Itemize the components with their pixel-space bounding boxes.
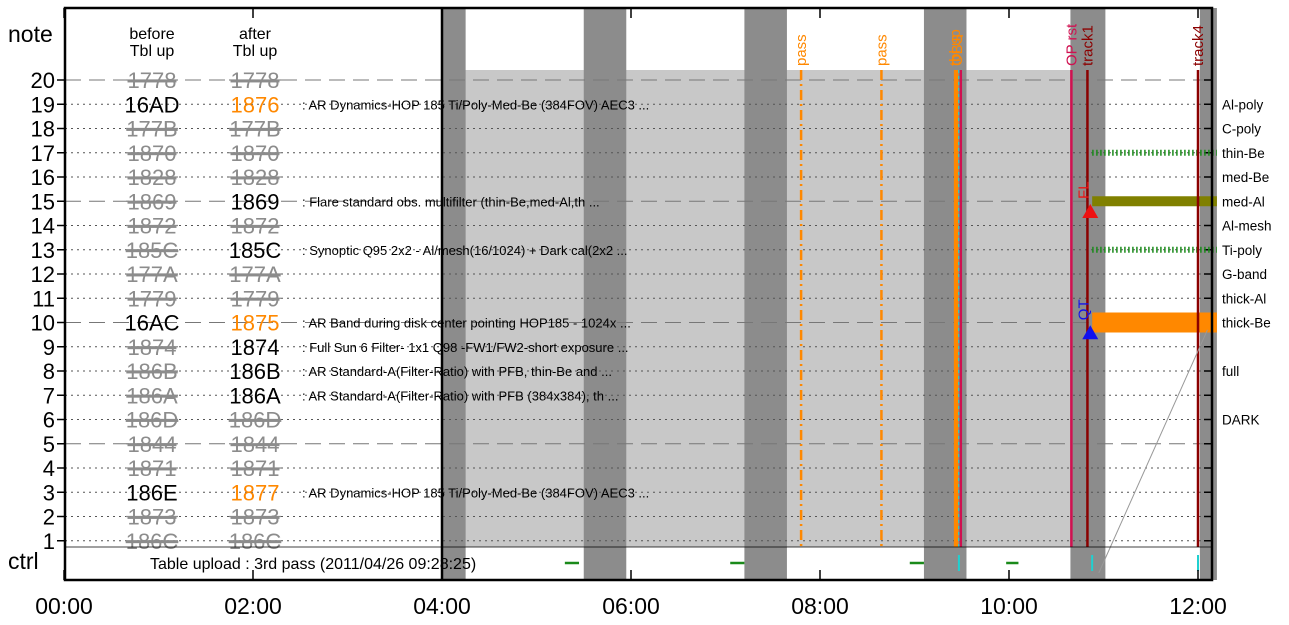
y-tick-label: 16 (31, 165, 55, 190)
marker-label: QT (1075, 299, 1092, 320)
night-band (744, 8, 787, 580)
x-tick-label: 00:00 (35, 593, 93, 619)
y-tick-label: 9 (43, 335, 55, 360)
trace-line (1098, 329, 1208, 574)
after-code: 1874 (231, 335, 280, 360)
event-label: track4 (1190, 25, 1207, 66)
x-tick-label: 06:00 (602, 593, 660, 619)
y-tick-label: 5 (43, 432, 55, 457)
filter-label: Ti-poly (1222, 243, 1262, 258)
note-label: note (8, 21, 53, 47)
y-tick-label: 2 (43, 505, 55, 530)
after-code: 1875 (231, 311, 280, 336)
after-code: 186B (229, 359, 280, 384)
x-tick-label: 04:00 (413, 593, 471, 619)
y-tick-label: 8 (43, 359, 55, 384)
after-code: 185C (229, 238, 282, 263)
y-tick-label: 19 (31, 92, 55, 117)
event-label: tbl up (947, 29, 964, 66)
row-description: : AR Standard-A(Filter-Ratio) with PFB (… (302, 388, 618, 403)
x-tick-label: 12:00 (1169, 593, 1227, 619)
y-tick-label: 7 (43, 383, 55, 408)
filter-label: DARK (1222, 413, 1260, 428)
y-tick-label: 10 (31, 311, 55, 336)
after-code: 186A (229, 383, 281, 408)
before-code: 16AC (124, 311, 179, 336)
y-tick-label: 4 (43, 456, 55, 481)
filter-label: full (1222, 364, 1239, 379)
marker-triangle (1082, 203, 1099, 218)
col-header-before-line2: Tbl up (130, 43, 175, 60)
event-label: track1 (1079, 25, 1096, 66)
y-tick-label: 15 (31, 189, 55, 214)
row-description: : Full Sun 6 Filter- 1x1 Q98 -FW1/FW2-sh… (302, 340, 629, 355)
row-description: : AR Band during disk center pointing HO… (302, 316, 631, 331)
y-tick-label: 20 (31, 68, 55, 93)
event-label: OBS (949, 34, 966, 66)
filter-bar (1092, 196, 1217, 207)
before-code: 16AD (124, 92, 179, 117)
y-tick-label: 17 (31, 141, 55, 166)
night-band (442, 8, 466, 580)
filter-label: med-Be (1222, 170, 1269, 185)
filter-label: C-poly (1222, 122, 1261, 137)
filter-label: G-band (1222, 267, 1267, 282)
row-description: : Flare standard obs. multifilter (thin-… (302, 194, 600, 209)
col-header-after-line1: after (239, 26, 272, 43)
row-description: : AR Standard-A(Filter-Ratio) with PFB, … (302, 364, 612, 379)
col-header-before-line1: before (129, 26, 174, 43)
y-tick-label: 13 (31, 238, 55, 263)
pass-label: pass (873, 34, 890, 66)
row-description: : AR Dynamics-HOP 185 Ti/Poly-Med-Be (38… (302, 97, 649, 112)
filter-bar (1092, 312, 1217, 333)
ctrl-upload-text: Table upload : 3rd pass (2011/04/26 09:2… (150, 556, 476, 573)
after-code: 1876 (231, 92, 280, 117)
x-tick-label: 10:00 (980, 593, 1038, 619)
row-description: : AR Dynamics-HOP 185 Ti/Poly-Med-Be (38… (302, 485, 649, 500)
filter-label: Al-mesh (1222, 219, 1272, 234)
event-label: OP rst (1063, 23, 1080, 66)
marker-label: FL (1075, 181, 1092, 199)
after-code: 1877 (231, 480, 280, 505)
night-band (583, 8, 627, 580)
y-tick-label: 6 (43, 408, 55, 433)
ctrl-label: ctrl (8, 548, 39, 574)
before-code: 186E (126, 480, 177, 505)
y-tick-label: 11 (32, 286, 55, 311)
filter-label: thin-Be (1222, 146, 1265, 161)
after-code: 1869 (231, 189, 280, 214)
plot-frame (63, 6, 1214, 582)
filter-label: thick-Be (1222, 316, 1271, 331)
filter-label: med-Al (1222, 194, 1265, 209)
col-header-after-line2: Tbl up (233, 43, 278, 60)
x-tick-label: 02:00 (224, 593, 282, 619)
pass-label: pass (793, 34, 810, 66)
night-band (1199, 8, 1217, 580)
filter-label: thick-Al (1222, 291, 1266, 306)
marker-triangle (1082, 325, 1099, 340)
x-tick-label: 08:00 (791, 593, 849, 619)
y-tick-label: 14 (31, 214, 55, 239)
axis-layer: 00:00 02:00 04:00 06:00 08:00 10:00 12:00 (35, 6, 1227, 619)
y-tick-label: 18 (31, 117, 55, 142)
y-tick-label: 12 (31, 262, 55, 287)
y-tick-label: 1 (43, 529, 55, 554)
row-description: : Synoptic Q95 2x2 - Al/mesh(16/1024) + … (302, 243, 628, 258)
filter-label: Al-poly (1222, 97, 1264, 112)
y-tick-label: 3 (43, 480, 55, 505)
